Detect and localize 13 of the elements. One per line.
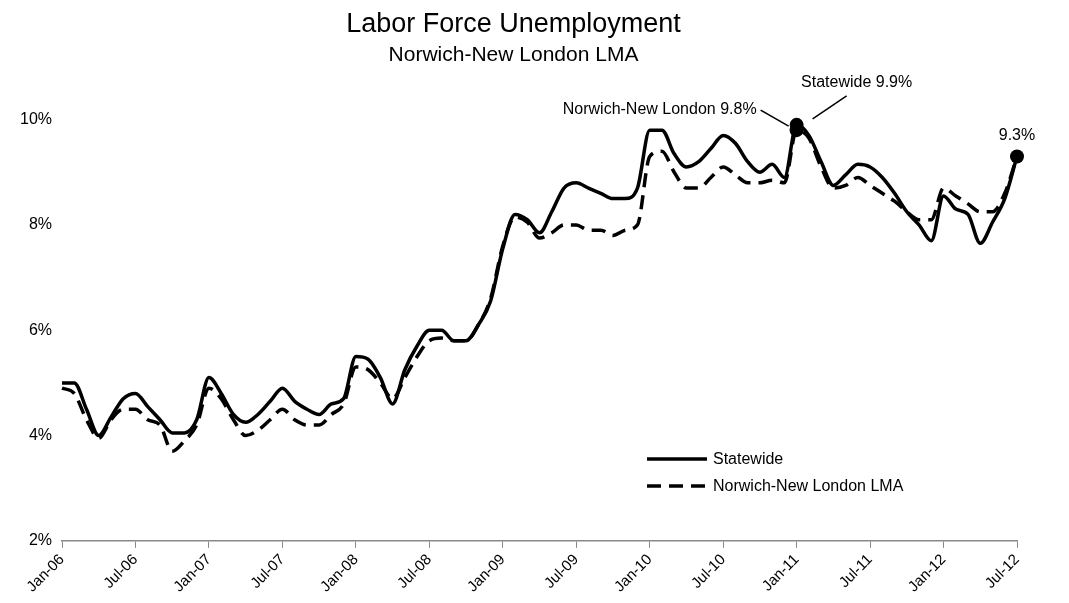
legend-label: Norwich-New London LMA (713, 476, 904, 495)
annotation: Statewide 9.9% (801, 72, 913, 90)
y-tick-label: 8% (28, 215, 53, 233)
annotation: Norwich-New London 9.8% (562, 100, 757, 118)
y-tick-label: 4% (28, 425, 53, 443)
y-tick-label: 10% (19, 110, 53, 128)
point (1010, 149, 1024, 164)
chart-subtitle: Norwich-New London LMA (388, 41, 639, 65)
chart-title: Labor Force Unemployment (346, 7, 682, 38)
y-tick-label: 6% (28, 320, 53, 338)
y-tick-label: 2% (28, 531, 53, 549)
annotation: 9.3% (998, 126, 1036, 144)
legend-label: Statewide (713, 449, 784, 468)
